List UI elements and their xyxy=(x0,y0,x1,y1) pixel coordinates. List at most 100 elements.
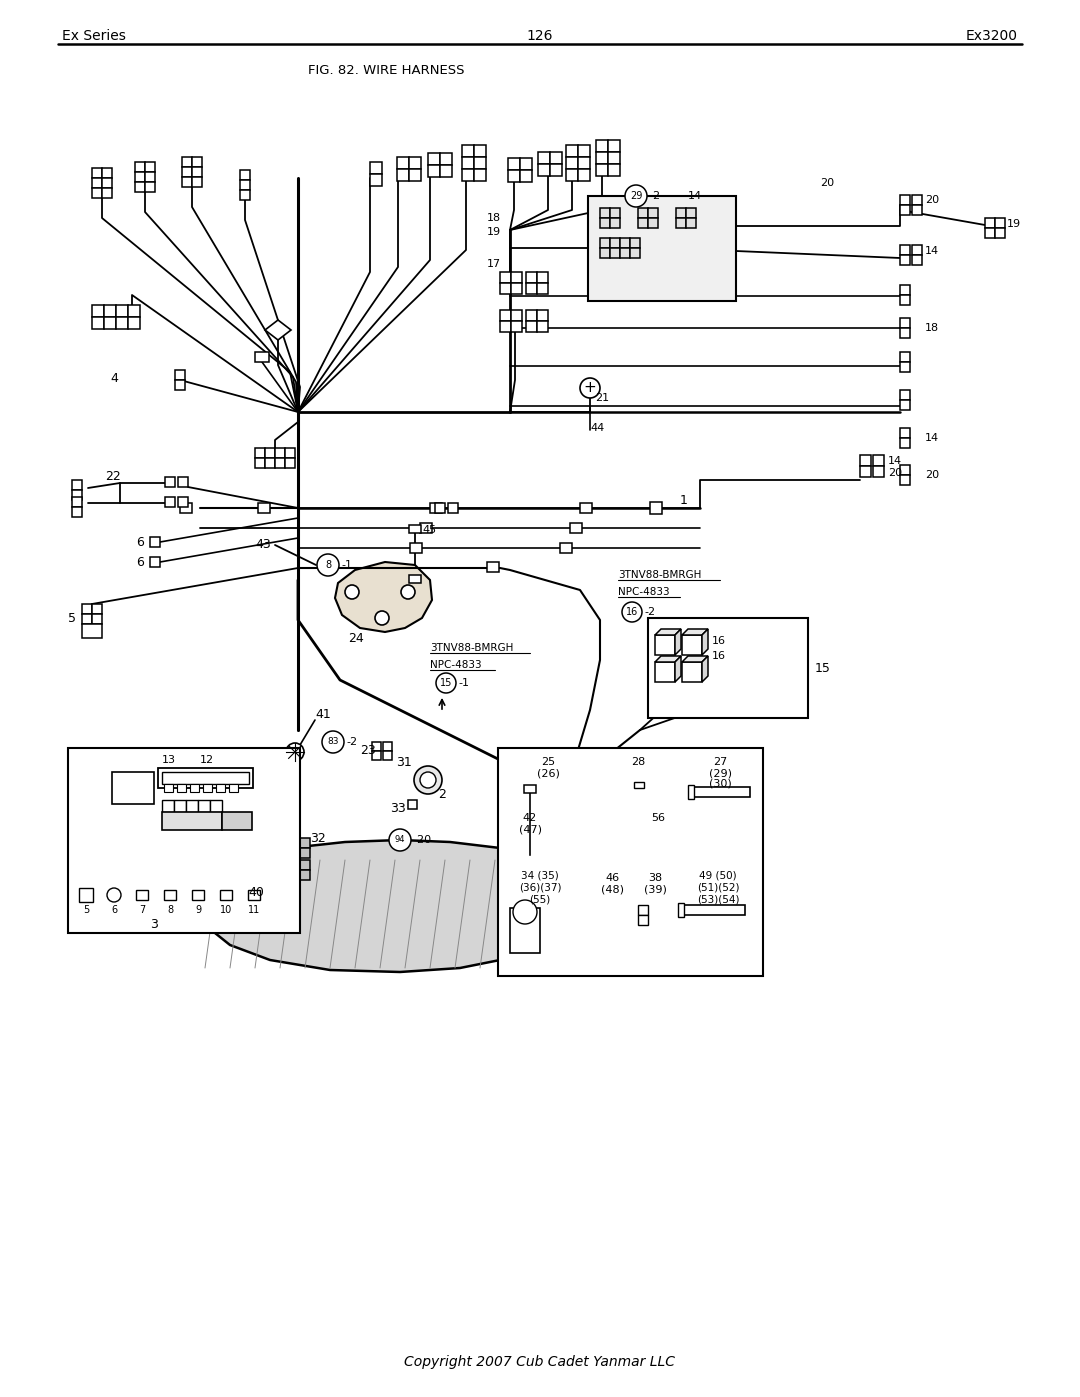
Bar xyxy=(610,218,620,228)
Bar xyxy=(409,156,421,169)
Bar xyxy=(550,163,562,176)
Bar xyxy=(275,458,285,468)
Text: 43: 43 xyxy=(255,538,271,552)
Bar xyxy=(370,175,382,186)
Bar xyxy=(537,272,548,284)
Bar xyxy=(448,503,458,513)
Text: 18: 18 xyxy=(924,323,940,332)
Text: 16: 16 xyxy=(712,636,726,645)
Text: Ex3200: Ex3200 xyxy=(966,29,1018,43)
Text: 46: 46 xyxy=(605,873,619,883)
Text: 11: 11 xyxy=(248,905,260,915)
Bar xyxy=(190,784,199,792)
Bar xyxy=(610,249,620,258)
Bar xyxy=(258,503,270,513)
Bar xyxy=(526,310,537,321)
Polygon shape xyxy=(335,562,432,631)
Text: Ex Series: Ex Series xyxy=(62,29,126,43)
Bar xyxy=(291,870,300,880)
Bar xyxy=(370,162,382,175)
Bar xyxy=(580,503,592,513)
Text: 32: 32 xyxy=(310,831,326,845)
Bar xyxy=(162,773,249,784)
Text: +: + xyxy=(583,380,596,395)
Text: (29): (29) xyxy=(708,768,731,778)
Bar xyxy=(608,140,620,152)
Text: 38: 38 xyxy=(648,873,662,883)
Bar xyxy=(524,785,536,793)
Bar xyxy=(508,158,519,170)
Text: 29: 29 xyxy=(630,191,643,201)
Bar xyxy=(519,158,532,170)
Text: 12: 12 xyxy=(200,754,214,766)
Bar xyxy=(280,838,291,848)
Bar xyxy=(900,390,910,400)
Bar xyxy=(430,503,442,513)
Text: 20: 20 xyxy=(924,196,940,205)
Bar xyxy=(183,156,192,168)
Bar xyxy=(900,465,910,475)
Bar xyxy=(900,328,910,338)
Circle shape xyxy=(345,585,359,599)
Bar xyxy=(222,812,252,830)
Text: 34 (35): 34 (35) xyxy=(522,870,558,880)
Bar xyxy=(192,156,202,168)
Text: 20: 20 xyxy=(924,469,940,481)
Bar xyxy=(600,218,610,228)
Bar xyxy=(372,742,381,752)
Bar xyxy=(135,182,145,191)
Bar xyxy=(537,310,548,321)
Bar xyxy=(165,497,175,507)
Bar xyxy=(82,604,92,615)
Text: 14: 14 xyxy=(924,433,940,443)
Bar xyxy=(280,893,291,902)
Text: (26): (26) xyxy=(537,768,559,778)
Text: (53)(54): (53)(54) xyxy=(697,894,739,904)
Text: 6: 6 xyxy=(136,536,144,549)
Circle shape xyxy=(625,184,647,207)
Bar xyxy=(178,476,188,488)
Bar xyxy=(500,272,511,284)
Bar xyxy=(638,905,648,915)
Bar xyxy=(578,169,590,182)
Text: 3TNV88-BMRGH: 3TNV88-BMRGH xyxy=(430,643,513,652)
Text: NPC-4833: NPC-4833 xyxy=(430,659,482,671)
Text: 17: 17 xyxy=(487,258,501,270)
Bar xyxy=(570,522,582,534)
Circle shape xyxy=(286,743,303,761)
Text: 45: 45 xyxy=(422,525,436,535)
Bar xyxy=(180,503,192,513)
Bar xyxy=(145,182,156,191)
Text: 19: 19 xyxy=(487,226,501,237)
Text: 3TNV88-BMRGH: 3TNV88-BMRGH xyxy=(618,570,701,580)
Bar xyxy=(82,615,92,624)
Text: 3: 3 xyxy=(150,918,158,932)
Text: 4: 4 xyxy=(110,372,118,384)
Bar xyxy=(92,317,104,330)
Bar xyxy=(500,310,511,321)
Text: NPC-4833: NPC-4833 xyxy=(618,587,670,597)
Bar xyxy=(285,448,295,458)
Bar xyxy=(596,163,608,176)
Polygon shape xyxy=(195,840,575,972)
Text: 6: 6 xyxy=(136,556,144,570)
Bar xyxy=(680,905,745,915)
Bar xyxy=(186,800,198,812)
Bar xyxy=(638,915,648,925)
Bar xyxy=(508,170,519,182)
Bar xyxy=(275,448,285,458)
Polygon shape xyxy=(681,657,708,662)
Bar xyxy=(92,189,102,198)
Bar xyxy=(92,615,102,624)
Bar xyxy=(690,787,750,798)
Polygon shape xyxy=(702,629,708,655)
Text: (39): (39) xyxy=(644,886,666,895)
Bar xyxy=(566,169,578,182)
Polygon shape xyxy=(675,657,681,682)
Bar xyxy=(410,543,422,553)
Bar xyxy=(900,244,910,256)
Bar xyxy=(500,321,511,332)
Text: 31: 31 xyxy=(396,756,411,768)
Text: 8: 8 xyxy=(167,905,173,915)
Text: 16: 16 xyxy=(626,608,638,617)
